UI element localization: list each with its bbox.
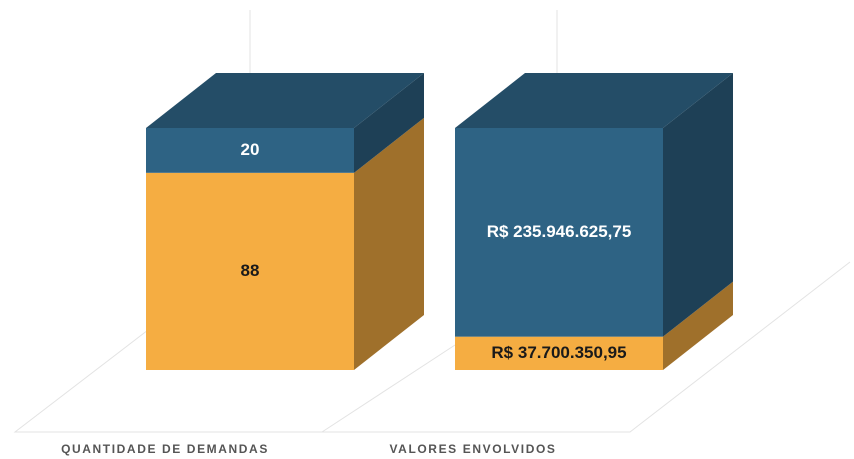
bar-top — [455, 73, 733, 128]
bar-side — [354, 117, 424, 370]
bar-segment — [455, 281, 733, 370]
value-label: 20 — [241, 140, 260, 159]
bar-segment — [146, 73, 424, 173]
bar-front — [455, 336, 663, 370]
bar-segment — [455, 73, 733, 337]
bar-side — [663, 281, 733, 370]
bar-top — [146, 73, 424, 128]
bar-front — [146, 128, 354, 173]
category-label: VALORES ENVOLVIDOS — [389, 442, 556, 456]
bar-side — [354, 73, 424, 173]
bar-front — [455, 128, 663, 337]
value-label: 88 — [241, 261, 260, 280]
value-label: R$ 37.700.350,95 — [491, 343, 626, 362]
bar-side — [663, 73, 733, 337]
value-label: R$ 235.946.625,75 — [487, 222, 632, 241]
floor — [13, 10, 851, 433]
bar-front — [146, 172, 354, 370]
bar-segment — [146, 117, 424, 370]
category-label: QUANTIDADE DE DEMANDAS — [61, 442, 269, 456]
